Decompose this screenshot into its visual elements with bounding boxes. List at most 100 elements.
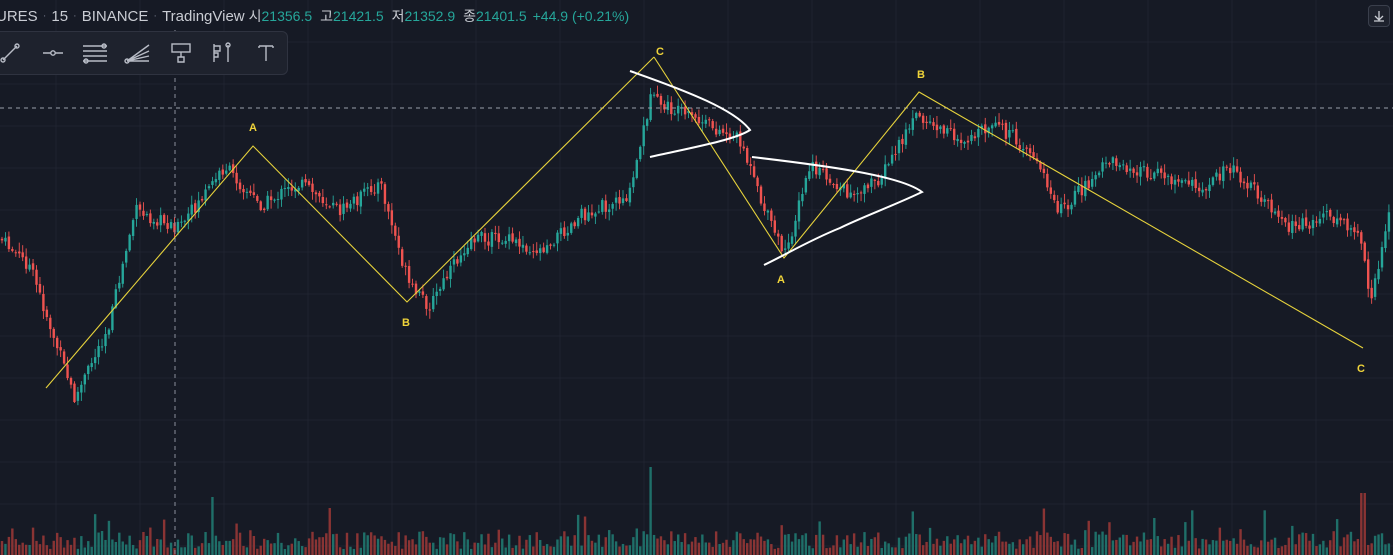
- symbol-legend[interactable]: URES · 15 · BINANCE · TradingView 시 21356…: [0, 3, 629, 29]
- candle-body: [1104, 162, 1108, 164]
- volume-bar: [432, 542, 435, 555]
- candle-body: [1287, 222, 1291, 232]
- volume-bar: [1063, 533, 1066, 555]
- volume-bar: [721, 542, 725, 555]
- candle-body: [866, 184, 870, 189]
- candle-body: [1046, 173, 1049, 188]
- volume-bar: [701, 534, 704, 555]
- horizontal-ray-tool[interactable]: [32, 32, 75, 74]
- volume-bar: [314, 539, 318, 555]
- volume-bar: [987, 539, 990, 555]
- candle-body: [990, 125, 994, 129]
- candle-body: [925, 121, 928, 124]
- candle-body: [335, 203, 338, 205]
- candle-body: [1294, 221, 1297, 227]
- volume-bar: [1166, 543, 1170, 555]
- volume-bar: [801, 535, 804, 555]
- volume-bar: [187, 533, 190, 555]
- volume-bar: [1084, 530, 1087, 555]
- volume-bar: [794, 533, 797, 555]
- candle-body: [325, 204, 328, 206]
- volume-bar: [1039, 535, 1042, 555]
- volume-bar: [390, 541, 394, 555]
- low-label: 저: [391, 8, 405, 24]
- volume-bar: [1173, 547, 1177, 555]
- volume-bar: [652, 534, 656, 555]
- candle-body: [797, 200, 801, 222]
- volume-bar: [107, 520, 111, 555]
- volume-bar: [604, 537, 607, 555]
- candle-body: [1122, 164, 1125, 166]
- symbol-name[interactable]: URES: [0, 7, 38, 25]
- text-tool[interactable]: [244, 32, 287, 74]
- candle-body: [369, 186, 373, 192]
- candle-body: [73, 383, 76, 403]
- candle-body: [846, 184, 849, 198]
- candle-body: [1180, 180, 1184, 183]
- volume-bar: [521, 548, 525, 555]
- candle-body: [432, 295, 435, 310]
- volume-bar: [1284, 544, 1287, 555]
- volume-bar: [852, 533, 856, 555]
- candle-body: [897, 139, 901, 154]
- brush-tool[interactable]: [159, 32, 202, 74]
- candle-body: [1115, 158, 1118, 166]
- volume-bar: [552, 546, 556, 555]
- high-value: 21421.5: [333, 8, 384, 24]
- separator-dot: ·: [73, 10, 77, 22]
- candle-body: [1301, 218, 1304, 230]
- candle-body: [576, 217, 580, 227]
- candle-body: [552, 244, 556, 246]
- candle-body: [711, 121, 714, 129]
- volume-bar: [1135, 536, 1139, 555]
- candle-body: [49, 317, 52, 330]
- candle-body: [832, 184, 835, 186]
- interval[interactable]: 15: [51, 7, 69, 25]
- volume-bar: [608, 530, 611, 555]
- fib-fan-tool[interactable]: [117, 32, 160, 74]
- candle-body: [521, 244, 525, 248]
- volume-bar: [949, 543, 952, 555]
- candle-body: [242, 188, 245, 193]
- candle-body: [887, 164, 890, 166]
- candle-body: [438, 288, 442, 291]
- volume-bar: [183, 547, 187, 555]
- volume-bar: [839, 547, 842, 555]
- candle-body: [318, 192, 321, 197]
- parallel-channel-tool[interactable]: [74, 32, 117, 74]
- candle-body: [949, 128, 952, 130]
- volume-bar: [918, 534, 921, 555]
- candle-body: [266, 195, 269, 210]
- candle-body: [766, 210, 770, 213]
- candle-body: [421, 291, 425, 295]
- volume-bar: [1122, 534, 1125, 555]
- candle-body: [935, 124, 939, 131]
- candle-body: [994, 122, 997, 127]
- trend-line-tool[interactable]: [0, 32, 32, 74]
- long-position-tool[interactable]: [202, 32, 245, 74]
- abc-wave-right: [653, 56, 1364, 349]
- volume-bar: [463, 532, 466, 555]
- volume-bar: [884, 541, 887, 555]
- candle-body: [563, 227, 566, 237]
- volume-bar: [180, 547, 183, 555]
- candle-body: [287, 187, 290, 190]
- candle-body: [380, 181, 383, 184]
- volume-bar: [739, 533, 742, 555]
- candle-body: [276, 198, 280, 200]
- volume-bar: [990, 542, 994, 555]
- wave-label: A: [249, 122, 257, 134]
- volume-bar: [369, 532, 373, 555]
- candle-body: [1222, 166, 1225, 182]
- volume-bar: [7, 536, 11, 555]
- candle-body: [263, 208, 266, 210]
- volume-bar: [138, 540, 142, 555]
- volume-bar: [318, 537, 321, 555]
- candle-body: [1356, 230, 1360, 233]
- candle-body: [580, 208, 583, 218]
- volume-bar: [1301, 532, 1304, 555]
- collapse-legend-button[interactable]: [1368, 5, 1390, 27]
- candle-body: [83, 374, 86, 385]
- volume-bar: [59, 537, 62, 555]
